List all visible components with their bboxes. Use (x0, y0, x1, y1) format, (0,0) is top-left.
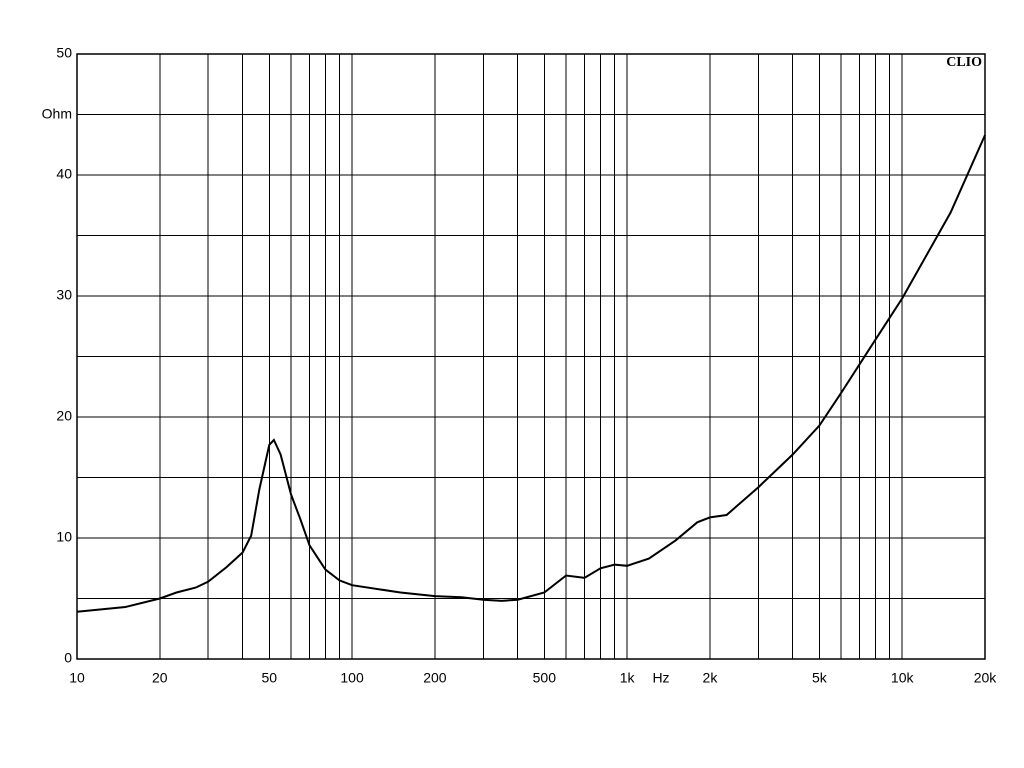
x-tick-label: 5k (812, 670, 828, 686)
x-tick-label: 50 (261, 670, 277, 686)
x-tick-label: 2k (703, 670, 719, 686)
x-axis-label: Hz (652, 670, 669, 686)
x-tick-label: 100 (340, 670, 364, 686)
x-tick-label: 10k (891, 670, 915, 686)
x-tick-label: 1k (620, 670, 636, 686)
x-tick-label: 500 (533, 670, 557, 686)
y-tick-label: 0 (64, 650, 72, 666)
x-tick-label: 200 (423, 670, 447, 686)
x-tick-label: 20k (974, 670, 998, 686)
y-tick-label: 30 (56, 287, 72, 303)
impedance-curve (76, 134, 986, 613)
y-tick-label: 50 (56, 45, 72, 61)
y-tick-label: 10 (56, 529, 72, 545)
y-axis-label: Ohm (42, 106, 72, 122)
x-tick-label: 10 (69, 670, 85, 686)
y-tick-label: 40 (56, 166, 72, 182)
y-tick-label: 20 (56, 408, 72, 424)
x-tick-label: 20 (152, 670, 168, 686)
brand: CLIO (946, 55, 982, 70)
plot-frame (76, 53, 986, 660)
